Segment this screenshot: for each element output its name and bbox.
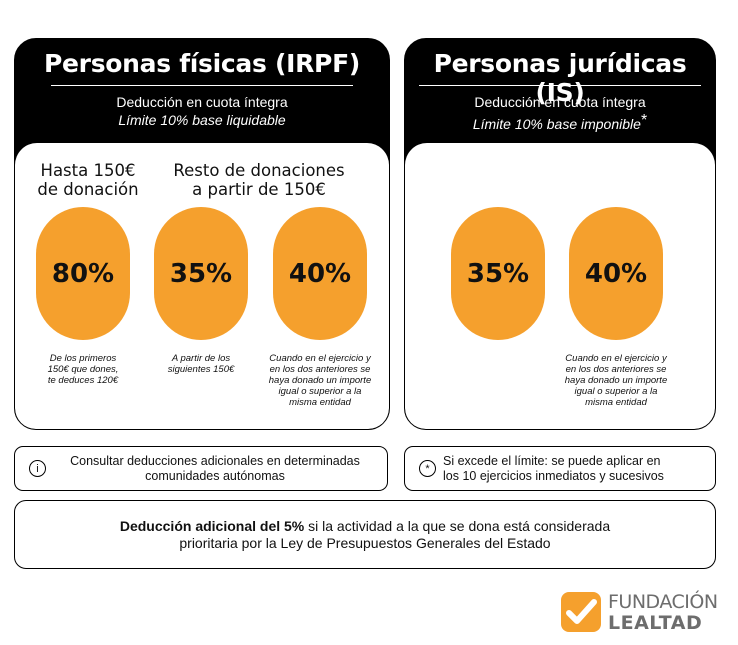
info-box-limit-carryover: * Si excede el límite: se puede aplicar …	[404, 446, 716, 491]
is-title: Personas jurídicas (IS)	[433, 49, 687, 107]
note-line: misma entidad	[289, 397, 351, 408]
is-subtitle: Deducción en cuota íntegra	[474, 94, 646, 110]
is-panel: Personas jurídicas (IS) Deducción en cuo…	[404, 38, 716, 430]
rate-value: 35%	[169, 258, 233, 289]
rate-pill-35: 35%	[154, 207, 248, 340]
note-line: igual o superior a la	[574, 386, 658, 397]
rate-note-35: A partir de los siguientes 150€	[147, 353, 255, 375]
rate-value: 40%	[288, 258, 352, 289]
additional-deduction-box: Deducción adicional del 5% si la activid…	[14, 500, 716, 569]
asterisk-icon: *	[419, 460, 436, 477]
info-box-regional-deductions: i Consultar deducciones adicionales en d…	[14, 446, 388, 491]
info-icon: i	[29, 460, 46, 477]
info-line: comunidades autónomas	[145, 468, 285, 483]
is-content: 35% 40% Cuando en el ejercicio y en los …	[405, 143, 715, 429]
rate-value: 80%	[51, 258, 115, 289]
irpf-col2-heading: Resto de donaciones a partir de 150€	[159, 161, 359, 199]
rate-value: 40%	[584, 258, 648, 289]
irpf-content: Hasta 150€ de donación Resto de donacion…	[15, 143, 389, 429]
irpf-title: Personas físicas (IRPF)	[44, 49, 360, 78]
logo-text-top: FUNDACIÓN	[608, 591, 718, 613]
heading-line: a partir de 150€	[192, 180, 326, 199]
note-line: 150€ que dones,	[47, 364, 119, 375]
is-limit: Límite 10% base imponible*	[405, 112, 715, 132]
note-line: De los primeros	[49, 353, 117, 364]
title-divider	[51, 85, 353, 86]
rate-pill-35: 35%	[451, 207, 545, 340]
note-line: en los dos anteriores se	[269, 364, 371, 375]
info-line: Si excede el límite: se puede aplicar en	[443, 453, 661, 468]
rate-value: 35%	[466, 258, 530, 289]
note-line: siguientes 150€	[167, 364, 235, 375]
rate-pill-80: 80%	[36, 207, 130, 340]
note-line: en los dos anteriores se	[565, 364, 667, 375]
logo-text-bottom: LEALTAD	[608, 612, 703, 634]
text-segment: si la actividad a la que se dona está co…	[304, 517, 611, 534]
note-line: A partir de los	[171, 353, 231, 364]
heading-line: Hasta 150€	[40, 161, 136, 180]
note-line: haya donado un importe	[564, 375, 668, 386]
irpf-col1-heading: Hasta 150€ de donación	[31, 161, 145, 199]
heading-line: de donación	[37, 180, 139, 199]
info-text: Consultar deducciones adicionales en det…	[53, 454, 387, 484]
info-line: Consultar deducciones adicionales en det…	[70, 453, 360, 468]
heading-line: Resto de donaciones	[173, 161, 345, 180]
text-segment: prioritaria por la Ley de Presupuestos G…	[179, 534, 551, 551]
fundacion-lealtad-logo: FUNDACIÓN LEALTAD	[560, 589, 720, 637]
note-line: haya donado un importe	[268, 375, 372, 386]
rate-note-40: Cuando en el ejercicio y en los dos ante…	[551, 353, 681, 408]
title-divider	[419, 85, 701, 86]
rate-note-40: Cuando en el ejercicio y en los dos ante…	[255, 353, 385, 408]
rate-note-80: De los primeros 150€ que dones, te deduc…	[29, 353, 137, 386]
note-line: te deduces 120€	[47, 375, 119, 386]
checkmark-logo-icon	[561, 592, 601, 632]
irpf-limit: Límite 10% base liquidable	[118, 112, 286, 128]
irpf-panel: Personas físicas (IRPF) Deducción en cuo…	[14, 38, 390, 430]
additional-deduction-highlight: Deducción adicional del 5%	[119, 517, 305, 534]
additional-deduction-text: Deducción adicional del 5% si la activid…	[120, 518, 610, 552]
asterisk-mark: *	[640, 112, 648, 129]
rate-pill-40: 40%	[273, 207, 367, 340]
note-line: misma entidad	[585, 397, 647, 408]
note-line: Cuando en el ejercicio y	[269, 353, 371, 364]
note-line: igual o superior a la	[278, 386, 362, 397]
info-text: Si excede el límite: se puede aplicar en…	[443, 454, 715, 484]
info-line: los 10 ejercicios inmediatos y sucesivos	[443, 468, 664, 483]
irpf-subtitle: Deducción en cuota íntegra	[116, 94, 288, 110]
note-line: Cuando en el ejercicio y	[565, 353, 667, 364]
is-limit-text: Límite 10% base imponible	[472, 116, 641, 132]
rate-pill-40: 40%	[569, 207, 663, 340]
